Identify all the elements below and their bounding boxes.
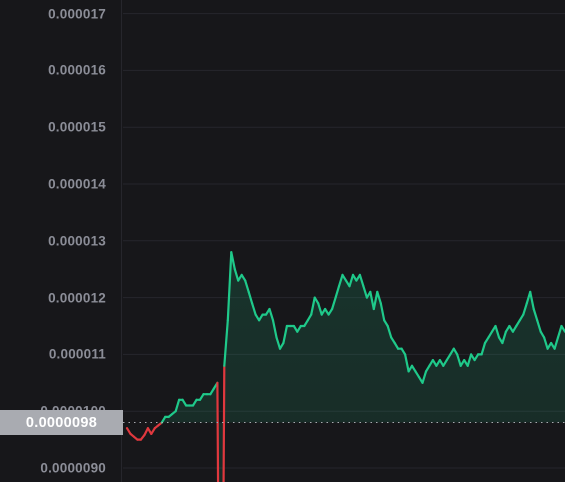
price-line-segment <box>542 336 549 350</box>
price-line-segment <box>216 381 220 482</box>
price-line-segment <box>466 353 473 367</box>
price-line-segment <box>369 290 375 311</box>
price-line-segment <box>233 268 240 282</box>
price-line-segment <box>362 285 368 299</box>
price-line-segment <box>160 415 167 424</box>
price-line <box>125 251 565 482</box>
price-line-segment <box>278 341 285 350</box>
y-tick-label: 0.000017 <box>48 6 106 22</box>
price-line-segment <box>414 370 421 379</box>
price-line-segment <box>358 273 365 288</box>
price-line-segment <box>529 290 535 311</box>
price-line-segment <box>209 387 215 396</box>
price-line-segment <box>494 324 501 339</box>
price-line-segment <box>379 302 386 322</box>
price-line-segment <box>198 393 205 401</box>
price-area-fill <box>161 252 565 482</box>
price-line-segment <box>421 370 428 384</box>
price-line-segment <box>125 427 132 435</box>
price-line-segment <box>240 273 247 282</box>
y-tick-label: 0.000015 <box>48 119 106 135</box>
price-line-segment <box>337 273 344 288</box>
price-line-segment <box>150 427 156 435</box>
price-line-segment <box>223 319 229 367</box>
price-area <box>161 252 565 482</box>
price-line-segment <box>327 307 334 316</box>
price-line-segment <box>282 324 288 345</box>
price-line-segment <box>539 330 546 339</box>
price-line-segment <box>334 285 341 299</box>
price-line-segment <box>268 307 275 322</box>
price-line-segment <box>456 353 462 367</box>
price-line-segment <box>556 324 563 339</box>
price-line-segment <box>560 324 565 333</box>
price-line-segment <box>191 398 198 407</box>
price-line-segment <box>181 398 188 407</box>
y-tick-label: 0.000012 <box>48 290 106 306</box>
price-line-segment <box>390 336 396 345</box>
price-line-segment <box>317 302 323 316</box>
price-line-segment <box>348 273 355 288</box>
y-tick-label: 0.000016 <box>48 62 106 78</box>
price-line-segment <box>296 324 302 333</box>
price-line-segment <box>518 313 525 322</box>
price-line-segment <box>400 347 407 356</box>
y-tick-label: 0.000013 <box>48 233 106 249</box>
price-line-segment <box>331 296 337 311</box>
price-line-segment <box>247 290 254 305</box>
price-line-segment <box>383 319 389 328</box>
price-line-segment <box>487 330 494 339</box>
price-line-segment <box>258 313 264 322</box>
price-line-segment <box>515 319 521 328</box>
price-line-segment <box>313 296 320 305</box>
price-line-segment <box>275 336 282 350</box>
price-line-segment <box>480 341 487 356</box>
price-line-segment <box>372 290 379 311</box>
y-tick-label: 0.000014 <box>48 176 106 192</box>
price-line-segment <box>410 364 417 373</box>
price-line-segment <box>522 302 528 316</box>
price-line-segment <box>553 336 560 350</box>
price-line-segment <box>442 359 448 367</box>
price-line-segment <box>222 364 226 482</box>
price-line-segment <box>445 353 452 362</box>
y-tick-label: 0.0000090 <box>40 460 106 476</box>
price-line-segment <box>473 353 480 362</box>
price-line-segment <box>244 279 250 293</box>
price-line-segment <box>393 341 400 350</box>
price-line-segment <box>532 307 539 322</box>
price-line-segment <box>386 324 393 339</box>
price-line-segment <box>511 324 518 333</box>
price-line-segment <box>226 251 233 322</box>
price-line-segment <box>251 302 257 316</box>
price-line-segment <box>376 290 382 305</box>
price-line-segment <box>271 319 278 339</box>
price-line-segment <box>310 296 316 316</box>
price-line-segment <box>452 347 459 356</box>
price-line-segment <box>483 336 490 345</box>
price-line-segment <box>174 398 181 413</box>
price-line-segment <box>536 319 542 333</box>
current-price-badge: 0.0000098 <box>0 410 123 436</box>
price-line-segment <box>501 330 507 345</box>
price-line-segment <box>404 353 410 373</box>
y-tick-label: 0.000011 <box>48 346 106 362</box>
price-line-segment <box>306 313 313 322</box>
price-line-segment <box>341 273 348 282</box>
price-line-segment <box>303 319 309 328</box>
price-line-segment <box>230 251 236 271</box>
